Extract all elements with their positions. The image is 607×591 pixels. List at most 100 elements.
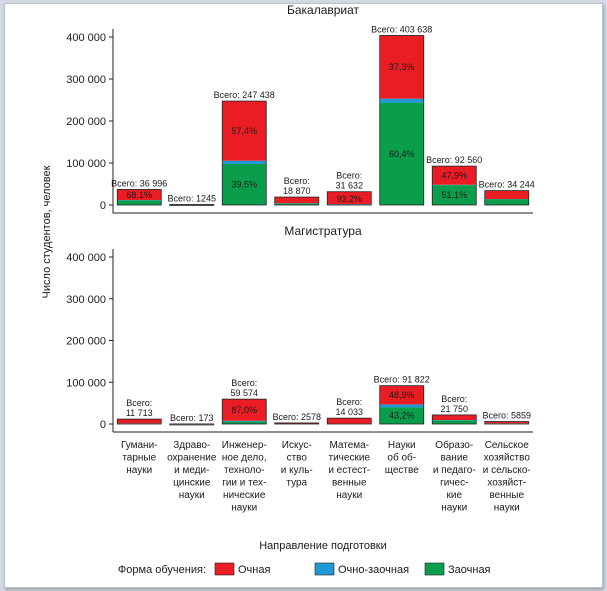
category-label: охранение [167,453,217,464]
percent-label: 57,4% [231,126,257,136]
bar-outline [484,190,530,206]
category-label: гичес- [440,478,468,489]
total-label: Всего: [441,394,467,404]
chart-svg: Число студентов, человек Бакалавриат 0 100 … [41,4,535,576]
legend-label: Заочная [448,564,491,576]
category-label: и естест- [328,465,370,476]
legend-swatch [314,562,335,576]
bar-segment [432,185,477,205]
total-label: Всего: 5859 [482,411,531,421]
bar-segment [274,197,319,204]
y-tick-label: 200 000 [66,336,106,348]
total-label: Всего: 173 [170,413,214,423]
bar-segment [222,420,267,422]
bar-segment [379,407,424,424]
category-label: кие [446,490,462,501]
total-label: Всего: 1245 [167,193,216,203]
total-label: Всего: [231,378,257,388]
category-label: вание [441,453,469,464]
bar-segment [432,420,477,424]
total-label: 18 870 [283,186,311,196]
category-label: и педаго- [433,465,476,476]
bar-segment [379,102,424,205]
total-label: Всего: 92 560 [426,155,482,165]
category-label: ное дело, [222,453,267,464]
bar-segment [484,199,529,205]
percent-label: 37,3% [389,62,415,72]
total-label: Всего: [284,176,310,186]
category-label: науки [441,503,467,514]
bar-outline [221,100,267,206]
category-label: науки [336,490,362,501]
category-label: хозяйство [484,453,531,464]
total-label: Всего: [336,397,362,407]
y-tick-label: 200 000 [66,116,106,128]
y-tick-label: 0 [100,419,106,431]
bar-outline [326,191,372,206]
bar-segment [222,399,267,421]
category-label: науки [126,465,152,476]
bar-segment [274,203,319,205]
total-label: Всего: [126,398,152,408]
panel-2: Магистратура 0 100 000 200 000 300 000 400 00… [66,224,533,433]
percent-label: 39,5% [231,179,257,189]
bar-segment [117,200,162,205]
legend-label: Очно-заочная [338,564,409,576]
panel-1: Бакалавриат 0 100 000 200 000 300 000 400 000… [66,4,535,214]
percent-label: 68,1% [126,190,152,200]
total-label: Всего: 403 638 [371,24,432,34]
total-label: Всего: 34 244 [479,180,535,190]
category-label: и меди- [174,465,209,476]
y-tick-label: 100 000 [66,158,106,170]
bar-outline [274,196,320,206]
bar-outline [116,418,162,425]
percent-label: 93,2% [336,194,362,204]
total-label: 21 750 [440,404,468,414]
percent-label: 47,9% [441,170,467,180]
category-label: Сельское [485,440,530,451]
category-label: тические [329,453,371,464]
category-label: тарные [122,453,156,464]
category-label: Здраво- [173,440,210,451]
total-label: Всего: [336,171,362,181]
bar-segment [432,166,477,185]
x-axis-title: Направление подготовки [259,540,387,552]
category-label: и сельско- [483,465,531,476]
bar-segment [327,418,372,424]
y-tick-label: 300 000 [66,74,106,86]
total-label: 59 574 [230,388,258,398]
bar-segment [274,422,319,424]
y-tick-label: 400 000 [66,32,106,44]
category-label: ство [287,453,308,464]
category-label: венные [332,478,367,489]
category-label: Гумани- [121,440,158,451]
category-label: науки [231,503,257,514]
panel-title: Магистратура [284,224,362,238]
percent-label: 43,2% [389,411,415,421]
bar-outline [169,423,215,426]
bar-segment [379,35,424,99]
bar-outline [379,385,425,425]
bar-segment [222,163,267,205]
category-label: науки [179,490,205,501]
legend-swatch [424,562,445,576]
total-label: Всего: 2578 [272,412,321,422]
legend-swatch [214,562,235,576]
category-label: об об- [387,452,416,464]
category-label: Матема- [329,440,369,451]
percent-label: 60,4% [389,149,415,159]
bar-segment [484,190,529,199]
category-label: Инженер- [222,440,267,451]
total-label: 31 632 [335,181,363,191]
bar-outline [169,204,215,206]
category-label: нические [223,490,266,501]
bar-outline [484,421,530,425]
total-label: Всего: 91 822 [374,375,430,385]
bar-segment [484,421,529,424]
category-label: Образо- [435,439,473,451]
bar-segment [222,160,267,164]
legend: Форма обучения: Очная Очно-заочная Заочная [118,562,491,576]
bar-segment [117,419,162,424]
y-tick-label: 400 000 [66,252,106,264]
percent-label: 51,1% [441,190,467,200]
